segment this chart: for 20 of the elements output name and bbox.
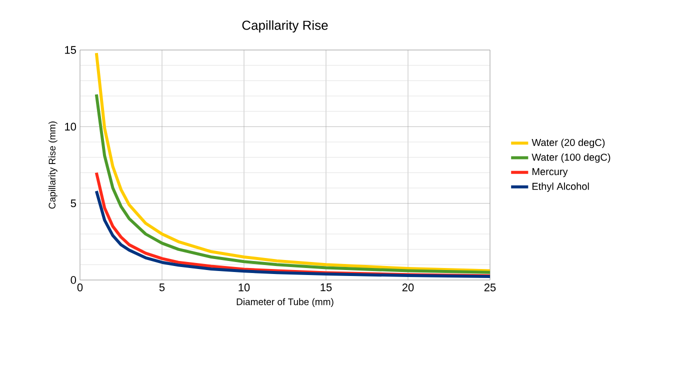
legend-label: Water (20 degC) xyxy=(532,138,605,148)
legend-label: Water (100 degC) xyxy=(532,153,610,163)
x-axis-title: Diameter of Tube (mm) xyxy=(236,298,334,308)
legend-label: Ethyl Alcohol xyxy=(532,182,589,192)
x-tick-label: 25 xyxy=(484,284,496,292)
y-tick-label: 10 xyxy=(65,122,76,131)
chart-title: Capillarity Rise xyxy=(242,20,328,32)
x-tick-label: 0 xyxy=(77,284,83,292)
x-tick-label: 5 xyxy=(159,284,165,292)
x-tick-label: 10 xyxy=(238,284,250,292)
y-axis-title: Capillarity Rise (mm) xyxy=(48,122,58,209)
y-tick-label: 15 xyxy=(65,46,76,54)
line-series xyxy=(94,92,490,274)
line-series xyxy=(94,190,490,278)
line-series xyxy=(94,52,490,272)
y-tick-label: 5 xyxy=(70,200,76,208)
legend-label: Mercury xyxy=(532,168,568,178)
y-tick-label: 0 xyxy=(70,276,76,284)
x-tick-label: 20 xyxy=(402,284,414,292)
x-tick-label: 15 xyxy=(320,284,332,292)
